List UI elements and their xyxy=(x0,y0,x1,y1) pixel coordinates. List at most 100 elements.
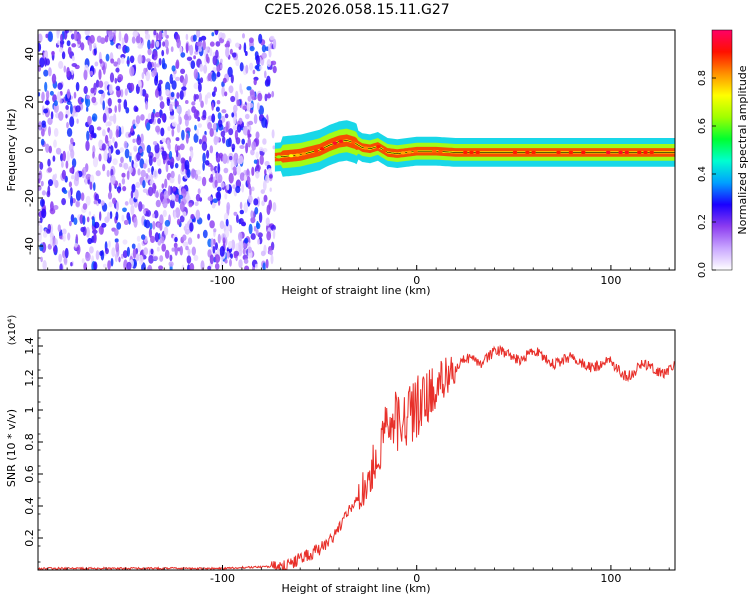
noise-cell xyxy=(57,82,63,90)
noise-cell xyxy=(133,162,138,169)
noise-cell xyxy=(119,163,123,168)
noise-cell xyxy=(255,54,260,66)
noise-cell xyxy=(70,148,75,159)
noise-cell xyxy=(265,217,270,226)
noise-cell xyxy=(176,106,180,113)
signal-peak xyxy=(332,141,337,145)
noise-cell xyxy=(140,169,146,178)
noise-cell xyxy=(162,41,166,47)
noise-cell xyxy=(193,133,199,143)
noise-cell xyxy=(188,202,193,208)
noise-cell xyxy=(145,173,149,179)
noise-cell xyxy=(238,259,243,269)
noise-cell xyxy=(154,88,160,98)
noise-cell xyxy=(124,88,128,96)
noise-cell xyxy=(235,42,240,48)
noise-cell xyxy=(102,163,106,172)
noise-cell xyxy=(249,89,255,96)
noise-cell xyxy=(112,137,115,144)
noise-cell xyxy=(40,180,44,187)
noise-cell xyxy=(108,84,113,95)
noise-cell xyxy=(65,30,69,34)
noise-cell xyxy=(217,174,223,184)
noise-cell xyxy=(209,127,214,137)
noise-cell xyxy=(113,61,119,67)
noise-cell xyxy=(190,168,196,180)
noise-cell xyxy=(182,211,187,218)
noise-cell xyxy=(266,231,272,241)
noise-cell xyxy=(73,217,78,225)
noise-cell xyxy=(98,153,102,162)
noise-cell xyxy=(61,161,64,168)
noise-cell xyxy=(153,30,157,36)
noise-cell xyxy=(42,260,47,270)
noise-cell xyxy=(182,234,187,241)
noise-cell xyxy=(75,234,79,245)
noise-cell xyxy=(266,59,272,68)
noise-cell xyxy=(187,109,191,117)
noise-cell xyxy=(85,140,90,152)
noise-cell xyxy=(266,75,271,86)
noise-cell xyxy=(38,42,42,52)
noise-cell xyxy=(198,92,202,103)
snr-series xyxy=(38,344,675,570)
noise-cell xyxy=(115,85,121,91)
noise-cell xyxy=(106,121,112,127)
noise-cell xyxy=(231,143,236,151)
noise-cell xyxy=(238,239,244,251)
noise-cell xyxy=(181,86,187,91)
noise-cell xyxy=(171,247,176,252)
noise-cell xyxy=(45,90,50,100)
noise-cell xyxy=(135,115,141,125)
noise-cell xyxy=(245,142,249,154)
noise-cell xyxy=(164,249,170,259)
noise-cell xyxy=(39,224,43,233)
noise-cell xyxy=(98,69,102,80)
noise-cell xyxy=(242,33,245,39)
noise-cell xyxy=(210,173,214,181)
noise-cell xyxy=(154,232,160,243)
noise-cell xyxy=(63,189,68,194)
noise-cell xyxy=(114,238,119,243)
noise-cell xyxy=(161,150,168,161)
noise-cell xyxy=(90,174,95,183)
noise-cell xyxy=(70,103,73,115)
noise-cell xyxy=(104,35,109,43)
noise-cell xyxy=(63,256,68,264)
noise-cell xyxy=(164,178,168,189)
noise-cell xyxy=(212,198,218,203)
noise-cell xyxy=(173,210,177,220)
noise-cell xyxy=(250,149,255,156)
noise-cell xyxy=(211,202,216,209)
noise-cell xyxy=(102,112,107,123)
noise-cell xyxy=(211,91,216,97)
noise-cell xyxy=(152,156,157,163)
noise-cell xyxy=(104,134,109,144)
noise-cell xyxy=(118,256,121,263)
noise-cell xyxy=(248,120,254,126)
noise-cell xyxy=(147,39,151,50)
noise-cell xyxy=(254,263,258,269)
noise-cell xyxy=(73,30,78,41)
noise-cell xyxy=(240,89,243,95)
noise-cell xyxy=(89,34,95,44)
noise-cell xyxy=(115,211,119,221)
noise-cell xyxy=(83,262,88,270)
noise-cell xyxy=(191,101,196,106)
snr-plot-area xyxy=(38,330,675,570)
colorbar-tick-label: 0.6 xyxy=(697,118,708,134)
noise-cell xyxy=(184,73,188,85)
noise-cell xyxy=(251,141,257,151)
signal-peak xyxy=(581,150,586,154)
noise-cell xyxy=(88,124,95,135)
noise-cell xyxy=(216,100,221,105)
noise-cell xyxy=(138,254,144,266)
noise-cell xyxy=(156,63,160,68)
noise-cell xyxy=(117,189,121,194)
noise-cell xyxy=(216,71,221,78)
signal-peak xyxy=(400,151,406,155)
x-tick-label: 0 xyxy=(413,572,420,585)
noise-cell xyxy=(115,129,120,138)
noise-cell xyxy=(77,39,82,45)
noise-cell xyxy=(197,233,200,239)
